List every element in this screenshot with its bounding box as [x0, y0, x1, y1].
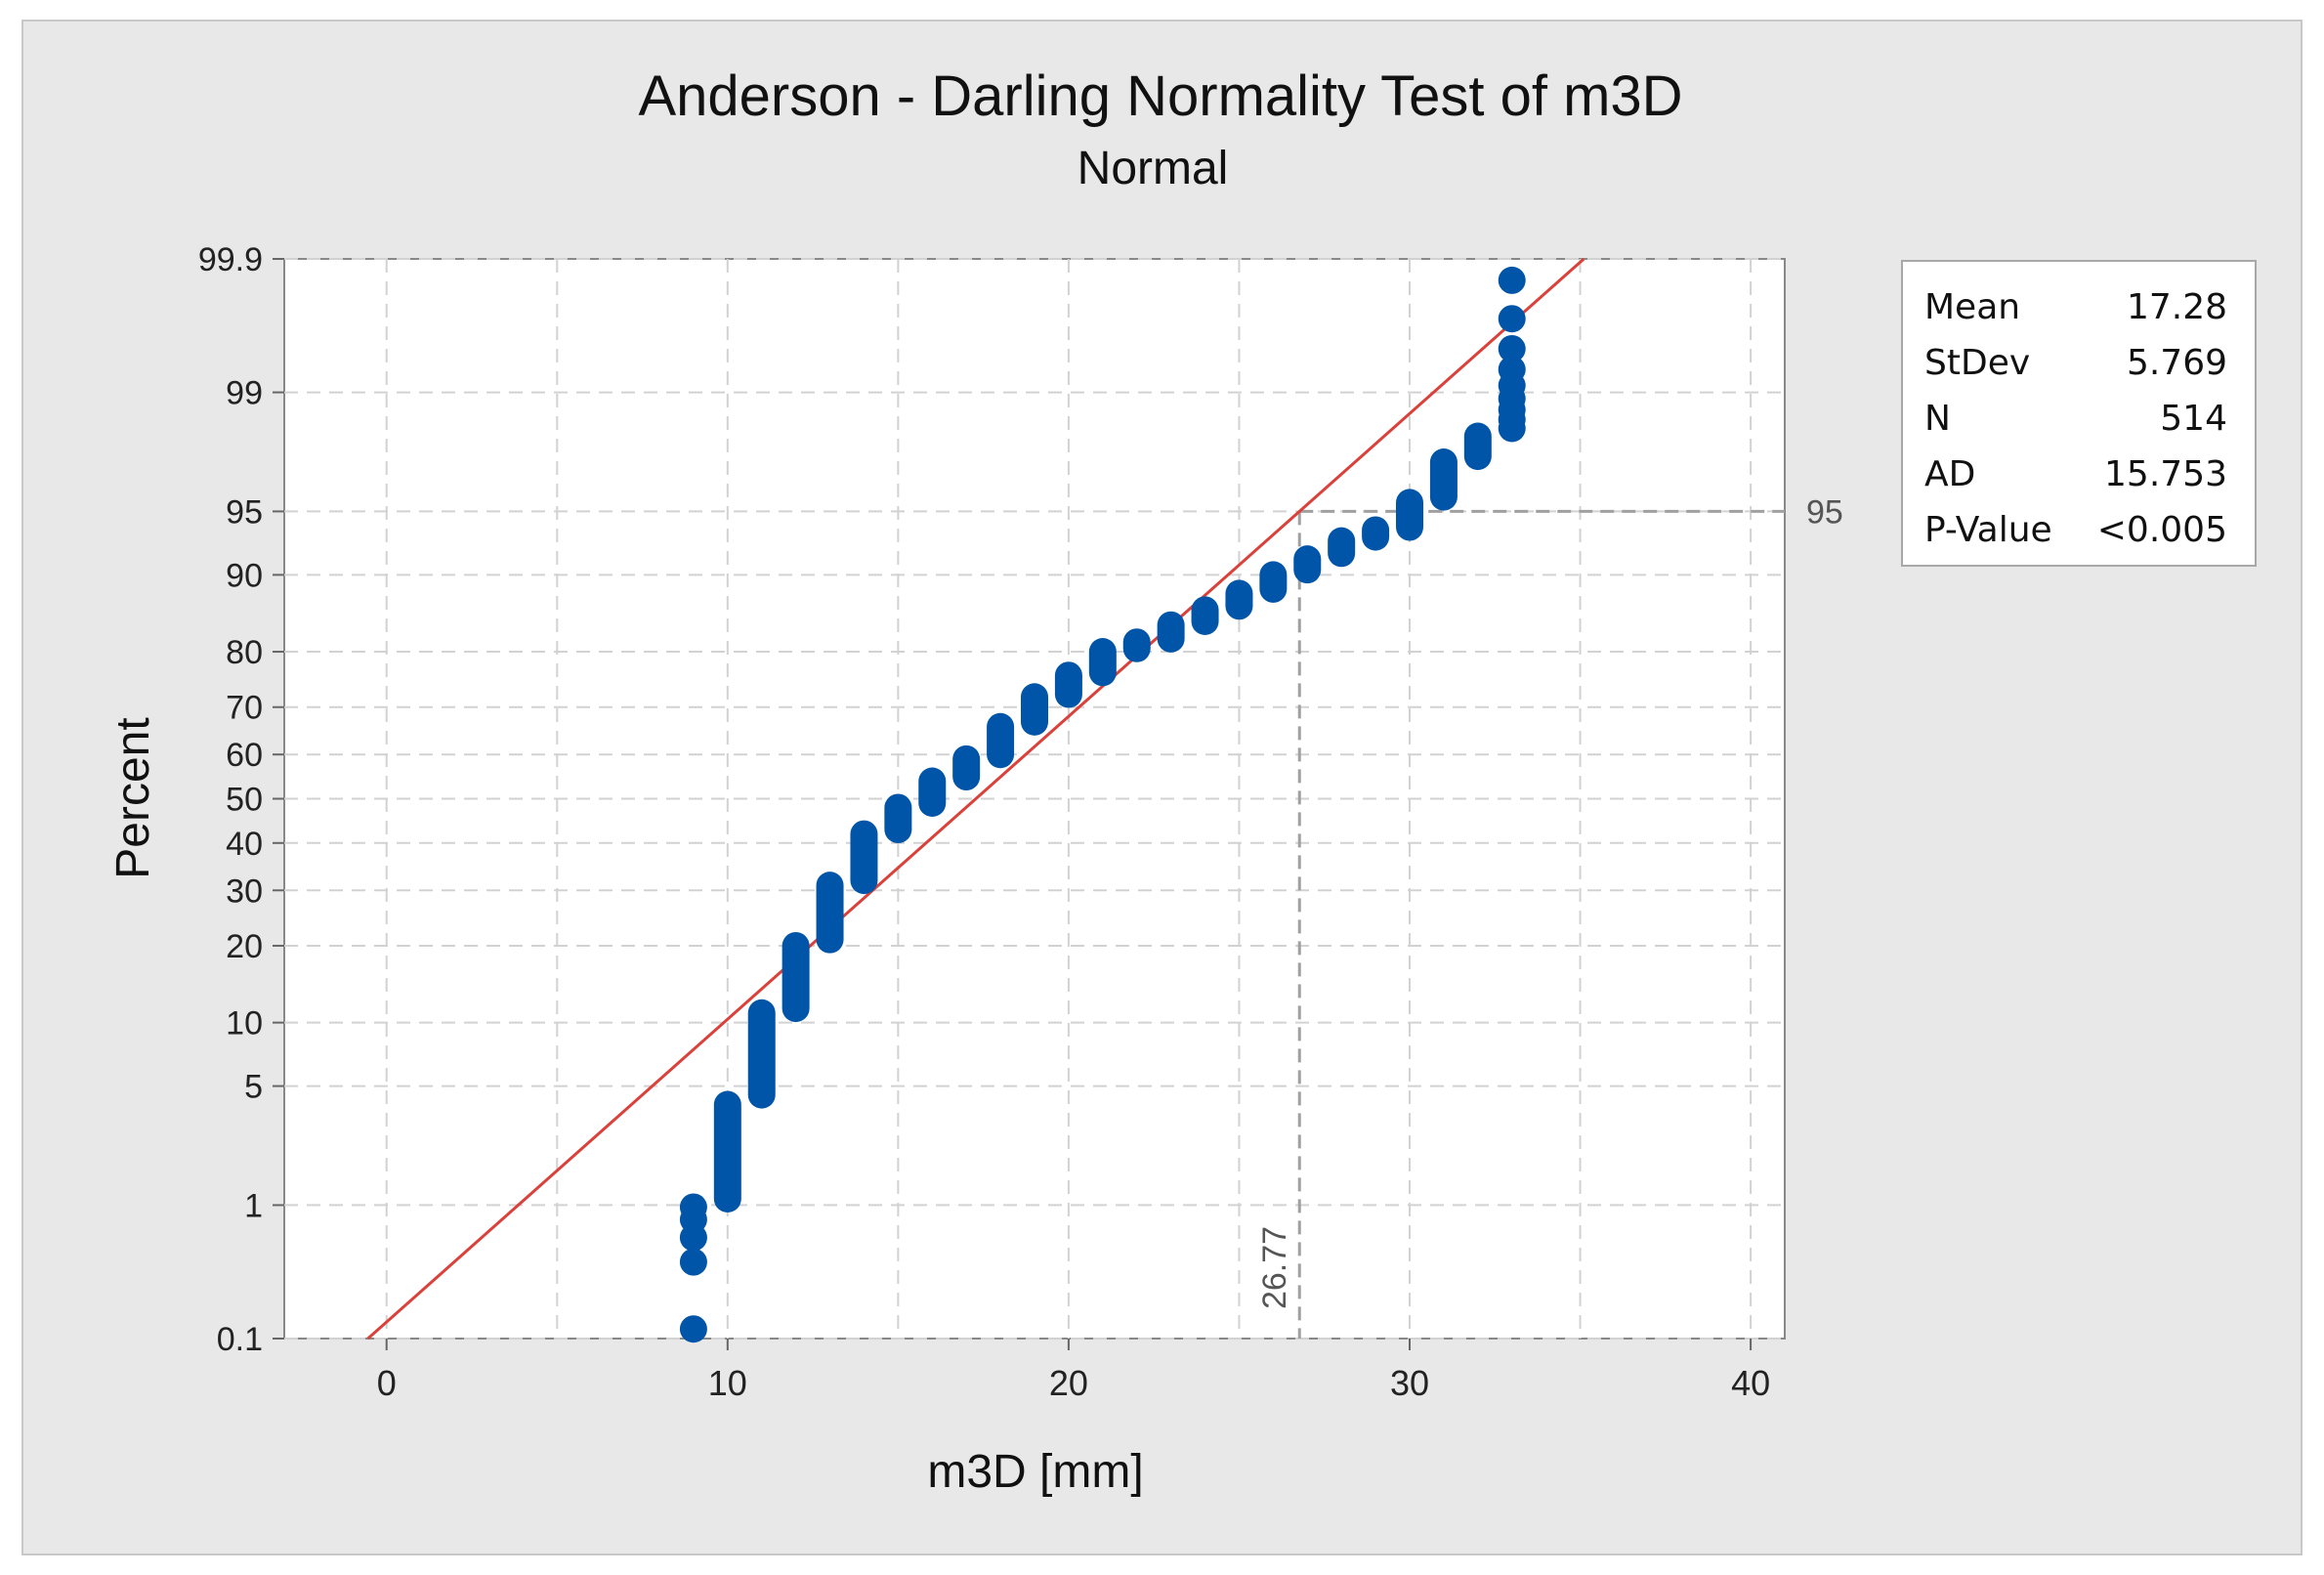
chart-title: Anderson - Darling Normality Test of m3D: [638, 64, 1682, 128]
y-tick-label: 40: [226, 826, 263, 863]
x-tick-label: 10: [708, 1363, 747, 1403]
y-tick-label: 99.9: [198, 241, 263, 278]
y-tick-label: 20: [226, 928, 263, 965]
stat-value: 514: [2160, 399, 2227, 439]
y-tick-label: 50: [226, 782, 263, 819]
data-points: [679, 266, 1526, 1343]
y-tick-label: 10: [226, 1005, 263, 1043]
fit-line-group: [366, 257, 1585, 1341]
data-point: [1498, 305, 1526, 333]
stat-value: 17.28: [2126, 287, 2227, 327]
y-axis-label: Percent: [107, 717, 159, 878]
x-tick-label: 20: [1049, 1363, 1088, 1403]
stat-label: N: [1924, 399, 1951, 439]
reference-lines: 95 26.77: [1256, 493, 1843, 1339]
chart-subtitle: Normal: [1077, 143, 1229, 194]
stat-row-mean: Mean 17.28: [1924, 279, 2227, 335]
y-tick-label: 90: [226, 557, 263, 594]
y-tick-label: 30: [226, 873, 263, 910]
y-tick-label: 0.1: [217, 1321, 263, 1358]
data-point: [679, 1193, 707, 1221]
stat-row-ad: AD 15.753: [1924, 447, 2227, 502]
grid: [284, 258, 1785, 1340]
y-tick-label: 95: [226, 493, 263, 531]
x-tick-label: 30: [1390, 1363, 1429, 1403]
stat-label: P-Value: [1924, 510, 2052, 550]
stat-value: 5.769: [2126, 343, 2227, 383]
y-tick-label: 60: [226, 737, 263, 774]
stat-row-p-value: P-Value <0.005: [1924, 502, 2227, 558]
stat-label: AD: [1924, 454, 1976, 494]
statistics-table: Mean 17.28 StDev 5.769 N 514 AD 15.753 P…: [1901, 260, 2257, 567]
data-point: [1498, 334, 1526, 362]
stat-row-n: N 514: [1924, 391, 2227, 447]
axis-ticks: 0 10 20 30 40 0.1 1 5 10 20 30 40 50 60 70 80 90 95 99 99.9: [198, 241, 1770, 1403]
y-tick-label: 1: [244, 1187, 263, 1224]
reference-percent-label: 95: [1806, 493, 1843, 531]
data-point: [679, 1315, 707, 1343]
data-point: [679, 1248, 707, 1276]
stat-value: 15.753: [2104, 454, 2227, 494]
stat-label: Mean: [1924, 287, 2021, 327]
data-point: [1498, 356, 1526, 384]
fit-line: [366, 257, 1585, 1341]
stat-row-stdev: StDev 5.769: [1924, 335, 2227, 391]
y-tick-label: 80: [226, 634, 263, 671]
x-tick-label: 0: [377, 1363, 397, 1403]
y-tick-label: 5: [244, 1069, 263, 1106]
data-point: [1498, 266, 1526, 294]
reference-value-label: 26.77: [1256, 1226, 1293, 1309]
y-tick-label: 70: [226, 690, 263, 727]
stat-label: StDev: [1924, 343, 2031, 383]
stat-value: <0.005: [2096, 510, 2227, 550]
x-tick-label: 40: [1731, 1363, 1770, 1403]
y-tick-label: 99: [226, 375, 263, 412]
x-axis-label: m3D [mm]: [927, 1446, 1143, 1498]
